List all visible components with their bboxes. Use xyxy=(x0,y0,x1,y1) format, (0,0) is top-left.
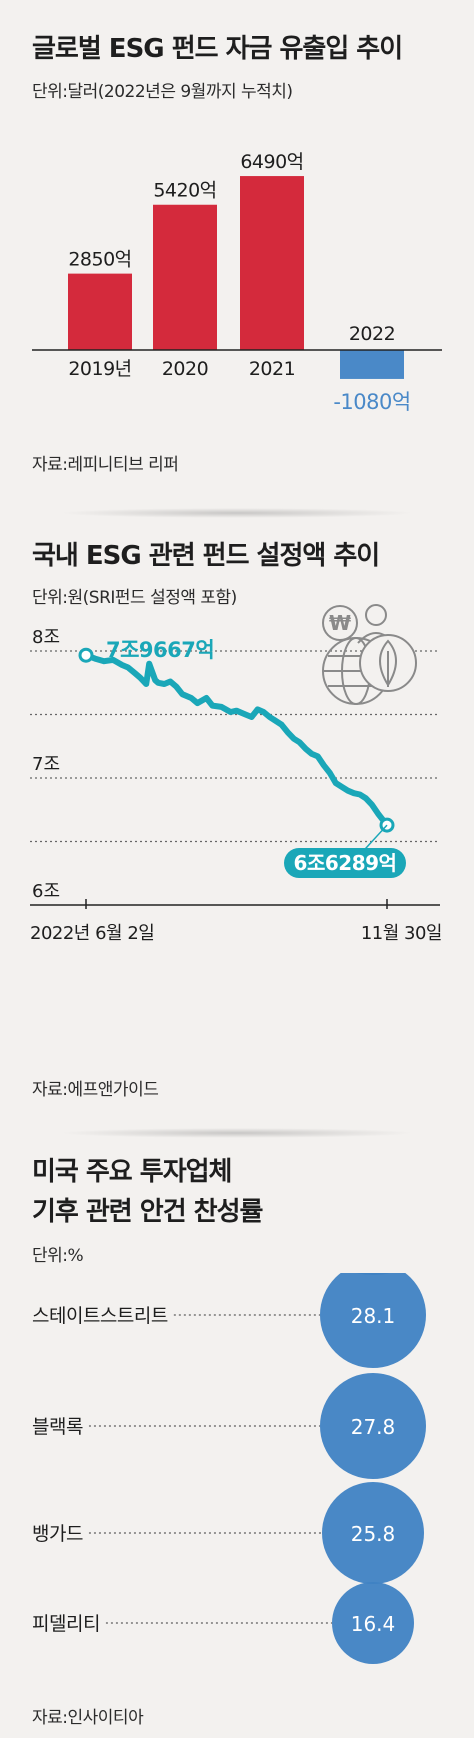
category-label-2: 블랙록 xyxy=(32,1416,83,1438)
end-value-pill xyxy=(284,848,406,878)
y-tick-label-0: 8조 xyxy=(32,627,60,648)
chart1-source: 자료:레피니티브 리퍼 xyxy=(32,455,179,475)
bubble-1 xyxy=(320,1262,426,1368)
chart2-source: 자료:에프앤가이드 xyxy=(32,1080,159,1100)
start-point xyxy=(78,647,94,663)
series-line xyxy=(83,652,390,829)
divider xyxy=(60,1128,414,1138)
globe-money-leaf-icon: ₩ xyxy=(322,604,417,705)
category-label-0: 2019년 xyxy=(68,358,131,380)
bar-0 xyxy=(68,273,132,350)
bubble-3 xyxy=(322,1482,424,1584)
chart2-unit: 단위:원(SRI펀드 설정액 포함) xyxy=(32,588,237,608)
divider xyxy=(60,508,414,518)
chart3-unit: 단위:% xyxy=(32,1246,84,1266)
chart3-source: 자료:인사이티아 xyxy=(32,1708,144,1728)
chart2-title: 국내 ESG 관련 펀드 설정액 추이 xyxy=(32,541,380,571)
chart1-unit: 단위:달러(2022년은 9월까지 누적치) xyxy=(32,82,293,102)
panel-us-climate-votes: 미국 주요 투자업체 기후 관련 안건 찬성률 단위:% 38.4J.P모건28… xyxy=(0,1123,474,1738)
bubble-value-2: 27.8 xyxy=(351,1415,396,1439)
category-label-1: 스테이트스트리트 xyxy=(32,1305,168,1327)
category-label-4: 피델리티 xyxy=(32,1613,100,1635)
leaf-shape xyxy=(379,639,397,687)
chart1-title: 글로벌 ESG 펀드 자금 유출입 추이 xyxy=(32,34,403,64)
bar-3 xyxy=(340,350,404,379)
bubble-4 xyxy=(332,1582,414,1664)
bubble-2 xyxy=(320,1373,426,1479)
bubble-value-3: 25.8 xyxy=(351,1522,396,1546)
bubble-value-4: 16.4 xyxy=(351,1612,396,1636)
end-callout-line xyxy=(364,824,388,850)
x-tick-label-1: 11월 30일 xyxy=(361,923,442,944)
value-label-2: 6490억 xyxy=(240,151,303,173)
start-value-label: 7조9667억 xyxy=(106,638,214,662)
bar-2 xyxy=(240,176,304,350)
chart3-title-line1: 미국 주요 투자업체 xyxy=(32,1157,232,1187)
value-label-1: 5420억 xyxy=(153,180,216,202)
bubble-value-1: 28.1 xyxy=(351,1304,396,1328)
value-label-3: -1080억 xyxy=(333,390,410,414)
chart2-line: 8조 7조 6조 2022년 6월 2일 11월 30일 ₩7조9667억 6조6289억 xyxy=(30,604,443,944)
bar-1 xyxy=(153,204,217,350)
person-head-shape xyxy=(365,604,387,626)
category-label-1: 2020 xyxy=(162,358,208,380)
category-label-3: 2022 xyxy=(349,323,395,345)
category-label-2: 2021 xyxy=(249,358,295,380)
coin-shape xyxy=(322,605,358,641)
value-label-0: 2850억 xyxy=(68,249,131,271)
panel-global-esg-flows: 글로벌 ESG 펀드 자금 유출입 추이 단위:달러(2022년은 9월까지 누… xyxy=(0,0,474,505)
won-glyph: ₩ xyxy=(329,611,351,635)
y-tick-label-2: 6조 xyxy=(32,881,60,902)
bubble-svg: 38.4J.P모건28.1스테이트스트리트27.8블랙록25.8뱅가드16.4피… xyxy=(31,1123,449,1664)
y-tick-label-1: 7조 xyxy=(32,754,60,775)
panel-domestic-esg-fund: 국내 ESG 관련 펀드 설정액 추이 단위:원(SRI펀드 설정액 포함) 8… xyxy=(0,505,474,1123)
x-tick-label-0: 2022년 6월 2일 xyxy=(30,923,154,944)
chart3-title-line2: 기후 관련 안건 찬성률 xyxy=(32,1197,263,1227)
category-label-3: 뱅가드 xyxy=(32,1523,83,1545)
chart3-bubbles: 38.4J.P모건28.1스테이트스트리트27.8블랙록25.8뱅가드16.4피… xyxy=(0,1123,474,1693)
end-value-label: 6조6289억 xyxy=(294,851,397,875)
chart1-bars: 2850억 2019년 5420억 2020 6490억 2021 2022 -1080억 xyxy=(32,151,442,414)
